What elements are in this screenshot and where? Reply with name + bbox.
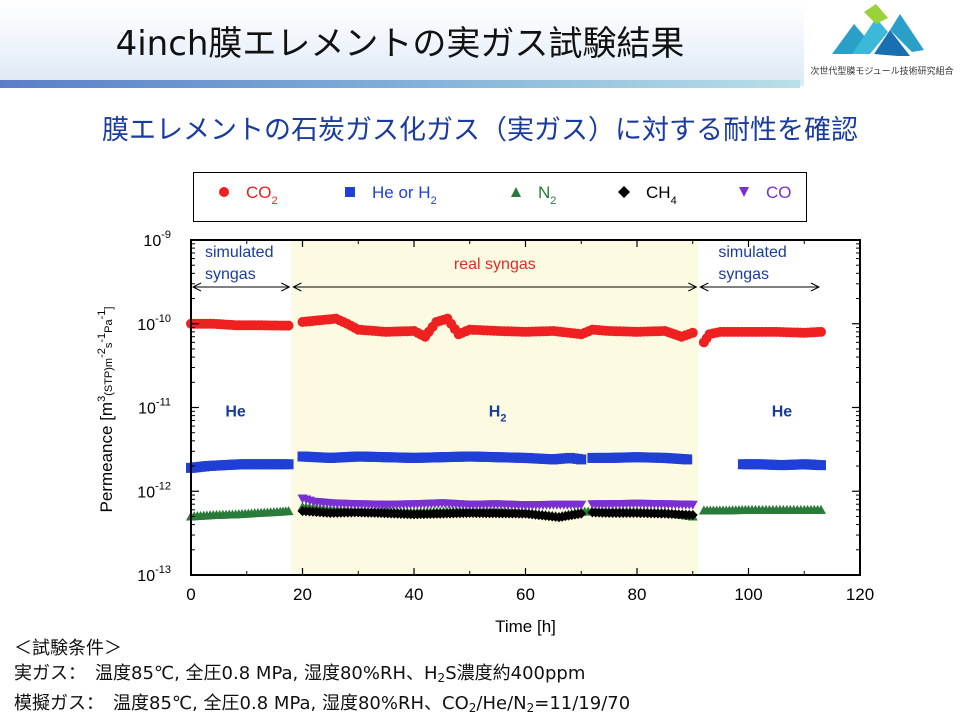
y-tick-label: 10-9 <box>143 229 171 250</box>
page-subtitle: 膜エレメントの石炭ガス化ガス（実ガス）に対する耐性を確認 <box>102 115 858 146</box>
legend-item-he-h2: He or H2 <box>344 183 437 207</box>
x-tick-label: 120 <box>846 585 874 604</box>
region-label: syngas <box>205 266 256 283</box>
conditions-heading: ＜試験条件＞ <box>14 638 122 659</box>
y-tick-label: 10-11 <box>138 397 171 418</box>
x-tick-label: 40 <box>405 585 424 604</box>
legend-item-ch4: CH4 <box>618 183 677 207</box>
region-arrow-head <box>191 282 202 292</box>
test-conditions: ＜試験条件＞ 実ガス： 温度85℃, 全圧0.8 MPa, 湿度80%RH、H2… <box>14 636 630 721</box>
data-point-co <box>576 500 587 510</box>
real-gas-conditions: 実ガス： 温度85℃, 全圧0.8 MPa, 湿度80%RH、H2S濃度約400… <box>14 663 586 685</box>
triangle-up-marker-icon <box>510 185 522 201</box>
organization-logo <box>804 0 960 86</box>
real-syngas-region <box>291 240 699 575</box>
gas-label: He <box>772 404 793 421</box>
data-point-he-or-h2 <box>815 460 826 471</box>
chart-legend: CO2 He or H2 N2 CH4 CO <box>193 172 807 222</box>
gas-label: He <box>225 404 246 421</box>
data-point-n2 <box>283 506 294 516</box>
region-arrow-head <box>699 282 709 292</box>
region-arrow-head <box>688 282 698 292</box>
region-arrow-head <box>281 282 291 292</box>
header-accent-bar <box>0 80 800 88</box>
diamond-marker-icon <box>618 185 630 201</box>
y-tick-label: 10-10 <box>137 313 171 334</box>
region-arrow-head <box>810 282 821 292</box>
y-axis-label: Permeance [m3(STP)m-2s-1Pa-1] <box>96 307 116 513</box>
y-tick-label: 10-13 <box>137 564 171 585</box>
circle-marker-icon <box>218 185 230 201</box>
data-point-ch4 <box>576 508 587 519</box>
x-axis-label: Time [h] <box>495 617 556 636</box>
data-point-co <box>687 500 698 510</box>
data-point-he-or-h2 <box>682 454 693 465</box>
data-point-co2 <box>283 320 294 331</box>
legend-item-co: CO <box>738 183 792 203</box>
x-tick-label: 20 <box>293 585 312 604</box>
region-label: syngas <box>718 266 769 283</box>
legend-item-n2: N2 <box>510 183 556 207</box>
y-tick-label: 10-12 <box>137 480 171 501</box>
triangle-down-marker-icon <box>738 185 750 201</box>
region-arrow-head <box>292 282 302 292</box>
logo-mark-icon <box>832 4 924 56</box>
x-tick-label: 0 <box>186 585 195 604</box>
region-label: real syngas <box>454 256 536 273</box>
data-point-he-or-h2 <box>283 459 294 470</box>
header-banner <box>0 0 960 86</box>
organization-name: 次世代型膜モジュール技術研究組合 <box>810 67 954 77</box>
square-marker-icon <box>344 185 356 201</box>
simulated-gas-conditions: 模擬ガス： 温度85℃, 全圧0.8 MPa, 湿度80%RH、CO2/He/N… <box>14 693 631 715</box>
data-point-ch4 <box>687 510 698 521</box>
data-point-co2 <box>687 327 698 338</box>
data-point-n2 <box>815 504 826 514</box>
region-label: simulated <box>205 244 273 261</box>
x-tick-label: 60 <box>516 585 535 604</box>
data-point-he-or-h2 <box>576 454 587 465</box>
x-tick-label: 100 <box>734 585 762 604</box>
legend-item-co2: CO2 <box>218 183 278 207</box>
data-point-co2 <box>815 326 826 337</box>
x-tick-label: 80 <box>628 585 647 604</box>
page-title: 4inch膜エレメントの実ガス試験結果 <box>115 24 685 64</box>
region-label: simulated <box>718 244 786 261</box>
